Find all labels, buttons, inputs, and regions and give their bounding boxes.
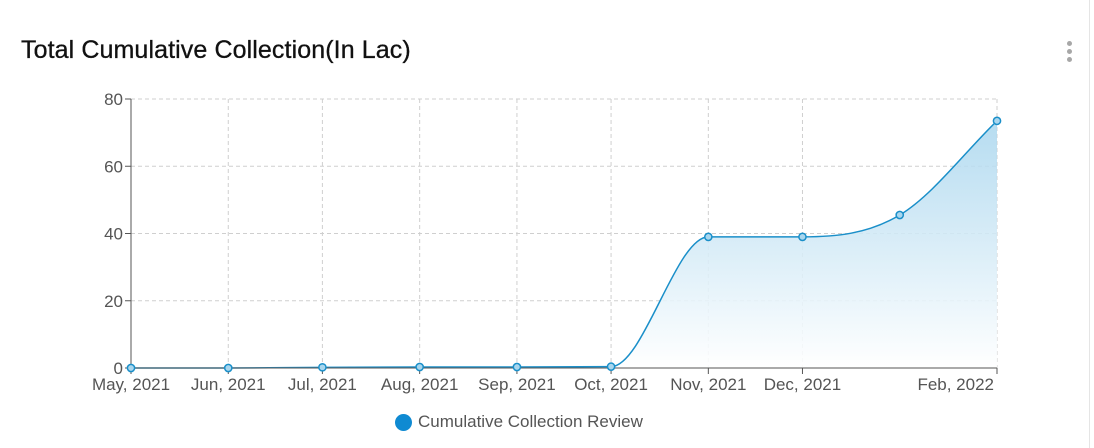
x-tick-label: Oct, 2021 [574,375,648,394]
x-tick-label: Dec, 2021 [764,375,842,394]
menu-dot [1067,41,1072,46]
x-tick-label: Aug, 2021 [381,375,459,394]
more-vertical-icon[interactable] [1060,38,1078,64]
data-point [318,362,327,372]
legend-item[interactable]: Cumulative Collection Review [395,411,643,433]
x-tick-label: Jun, 2021 [191,375,266,394]
chart-title: Total Cumulative Collection(In Lac) [21,36,411,64]
data-point [223,363,233,373]
legend-label: Cumulative Collection Review [418,412,643,431]
data-point [798,232,807,242]
y-tick-label: 40 [104,225,123,244]
data-point [703,232,713,242]
data-point [606,362,616,372]
x-tick-label: Feb, 2022 [917,375,994,394]
data-point [126,363,136,373]
y-tick-label: 0 [114,359,123,378]
y-tick-label: 80 [104,90,123,109]
menu-dot [1067,57,1072,62]
y-tick-label: 60 [104,157,123,176]
series-area [131,120,997,368]
data-point [512,362,522,372]
x-tick-label: May, 2021 [92,375,170,394]
x-tick-label: Nov, 2021 [670,375,746,394]
y-tick-label: 20 [104,292,123,311]
menu-dot [1067,49,1072,54]
data-point [992,116,1002,126]
x-tick-label: Sep, 2021 [478,375,556,394]
data-point [415,362,425,372]
circle-marker-icon [395,413,412,431]
data-point [895,210,905,220]
x-tick-label: Jul, 2021 [288,375,357,394]
